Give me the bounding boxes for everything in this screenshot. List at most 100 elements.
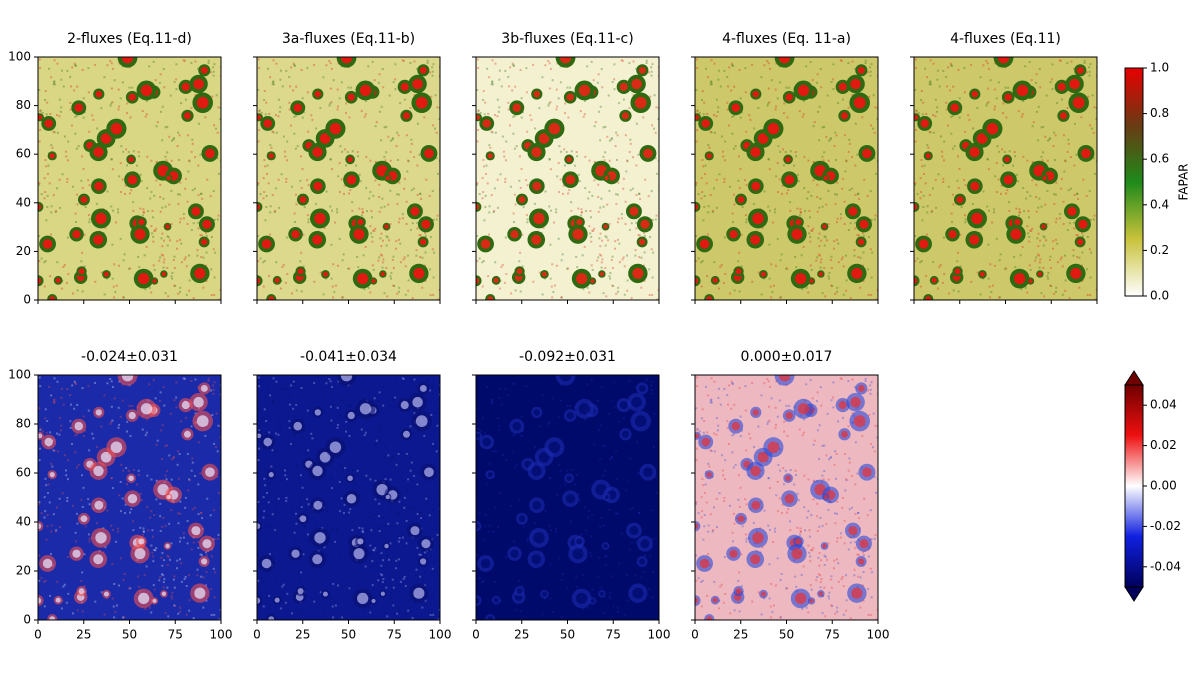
blob-core — [853, 96, 866, 109]
texture — [1068, 297, 1071, 300]
texture — [942, 69, 945, 72]
texture — [786, 511, 789, 514]
blob-core — [322, 591, 328, 597]
texture — [774, 211, 777, 214]
texture — [820, 239, 823, 242]
texture — [1095, 106, 1097, 109]
texture — [501, 583, 504, 586]
texture — [476, 459, 479, 462]
texture — [504, 159, 507, 162]
texture — [1054, 238, 1057, 241]
texture — [611, 255, 614, 258]
texture — [364, 418, 367, 421]
texture — [275, 580, 278, 583]
texture — [122, 616, 125, 619]
texture — [342, 512, 345, 515]
texture — [490, 401, 493, 404]
texture — [145, 418, 148, 421]
texture — [613, 78, 616, 81]
texture — [51, 465, 54, 468]
texture — [277, 115, 280, 118]
texture — [873, 218, 876, 221]
texture — [69, 426, 72, 429]
texture — [821, 126, 824, 129]
texture — [300, 610, 303, 613]
texture — [418, 553, 421, 556]
blob-core — [918, 239, 929, 249]
texture — [555, 527, 558, 530]
texture — [643, 599, 646, 602]
texture — [649, 95, 652, 98]
texture — [269, 144, 272, 147]
texture — [213, 538, 216, 541]
texture — [392, 586, 395, 589]
texture — [1076, 192, 1079, 195]
texture — [986, 87, 989, 90]
blob-core — [257, 277, 261, 284]
texture — [432, 63, 435, 66]
texture — [145, 245, 148, 248]
texture — [1005, 116, 1008, 119]
texture — [387, 135, 390, 138]
texture — [511, 407, 514, 410]
texture — [177, 612, 180, 615]
texture — [46, 206, 49, 209]
texture — [939, 264, 942, 267]
texture — [411, 617, 414, 620]
texture — [378, 515, 381, 518]
texture — [167, 555, 170, 558]
blob-core — [599, 271, 605, 277]
texture — [526, 540, 529, 543]
texture — [726, 108, 729, 111]
texture — [1051, 88, 1054, 91]
blob-core — [1077, 238, 1084, 246]
texture — [629, 138, 632, 141]
texture — [56, 131, 59, 134]
texture — [60, 424, 63, 427]
texture — [624, 222, 627, 225]
texture — [601, 258, 604, 261]
blob-core — [165, 224, 170, 229]
texture — [141, 110, 144, 113]
texture — [360, 428, 363, 431]
texture — [294, 433, 297, 436]
texture — [622, 187, 625, 190]
texture — [816, 73, 819, 76]
texture — [1012, 164, 1015, 167]
texture — [701, 191, 704, 194]
texture — [620, 532, 623, 535]
texture — [158, 259, 161, 262]
texture — [44, 408, 47, 411]
texture — [82, 116, 85, 119]
texture — [854, 221, 857, 224]
texture — [66, 159, 69, 162]
texture — [432, 613, 435, 616]
texture — [43, 580, 46, 583]
texture — [993, 264, 996, 267]
texture — [1045, 239, 1048, 242]
texture — [783, 164, 786, 167]
blob-core — [415, 415, 428, 427]
texture — [1073, 164, 1076, 167]
texture — [1030, 79, 1033, 82]
texture — [1004, 86, 1007, 89]
texture — [609, 277, 612, 280]
texture — [272, 131, 275, 134]
texture — [170, 542, 173, 545]
texture — [476, 579, 479, 582]
texture — [602, 474, 605, 477]
texture — [409, 61, 412, 64]
texture — [964, 221, 967, 224]
texture — [1027, 209, 1030, 212]
texture — [547, 59, 550, 62]
texture — [289, 403, 292, 406]
texture — [829, 457, 832, 460]
texture — [513, 512, 516, 515]
texture — [88, 537, 91, 540]
texture — [361, 527, 364, 530]
texture — [343, 503, 346, 506]
texture — [351, 469, 354, 472]
texture — [1049, 81, 1052, 84]
texture — [640, 286, 643, 289]
texture — [325, 190, 328, 193]
